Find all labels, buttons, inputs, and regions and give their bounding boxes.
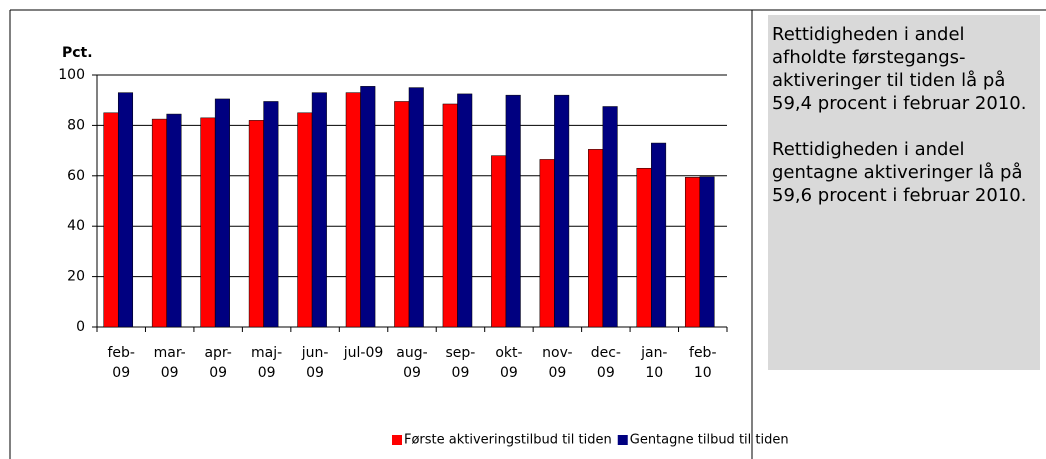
y-axis-label: Pct. [62, 45, 93, 61]
x-tick-label: maj-09 [251, 345, 283, 381]
bar [200, 117, 216, 328]
bar [297, 112, 313, 328]
bar [636, 167, 652, 328]
x-tick-label: jan-10 [641, 345, 668, 381]
x-tick-label: mar-09 [153, 345, 186, 381]
legend-label: Første aktiveringstilbud til tiden [404, 433, 612, 448]
x-tick-label: sep-09 [445, 345, 476, 381]
side-panel: Rettidigheden i andel afholdte førstegan… [768, 15, 1040, 370]
x-tick-label: feb-09 [107, 345, 135, 381]
bar [311, 92, 327, 328]
bar [345, 92, 361, 328]
bar [360, 86, 376, 328]
x-tick-label: feb-10 [689, 345, 717, 381]
bar [651, 142, 667, 328]
y-tick-label: 60 [67, 168, 85, 184]
y-tick-label: 40 [67, 218, 85, 234]
bar [166, 113, 182, 328]
bar [554, 94, 570, 328]
bar [491, 155, 507, 328]
bar [699, 176, 715, 328]
legend-swatch [617, 435, 628, 445]
bar [394, 101, 410, 328]
bar [602, 106, 618, 328]
bar [263, 101, 279, 328]
paragraph: Rettidigheden i andel afholdte førstegan… [772, 24, 1027, 114]
y-tick-label: 80 [67, 117, 85, 133]
x-tick-label: dec-09 [590, 345, 621, 381]
x-tick-label: nov-09 [542, 345, 573, 381]
bar [457, 93, 473, 328]
x-tick-label: aug-09 [396, 345, 428, 381]
x-tick-label: okt-09 [495, 345, 523, 381]
bar [588, 149, 604, 328]
bar [214, 98, 230, 328]
bar [684, 177, 701, 328]
bar [408, 87, 424, 328]
bar [505, 94, 521, 328]
bar [103, 112, 119, 328]
x-tick-label: jul-09 [343, 345, 384, 361]
bar [151, 118, 167, 328]
paragraph: Rettidigheden i andel gentagne aktiverin… [772, 139, 1027, 206]
y-tick-label: 100 [58, 67, 85, 83]
bar [248, 120, 264, 328]
bar [117, 92, 134, 328]
legend-swatch [392, 435, 402, 445]
y-tick-label: 20 [67, 269, 85, 285]
y-tick-label: 0 [76, 319, 85, 335]
legend-label: Gentagne tilbud til tiden [630, 433, 789, 448]
x-tick-label: apr-09 [204, 345, 232, 381]
bar [539, 159, 555, 328]
x-tick-label: jun-09 [301, 345, 329, 381]
bar [442, 103, 458, 328]
